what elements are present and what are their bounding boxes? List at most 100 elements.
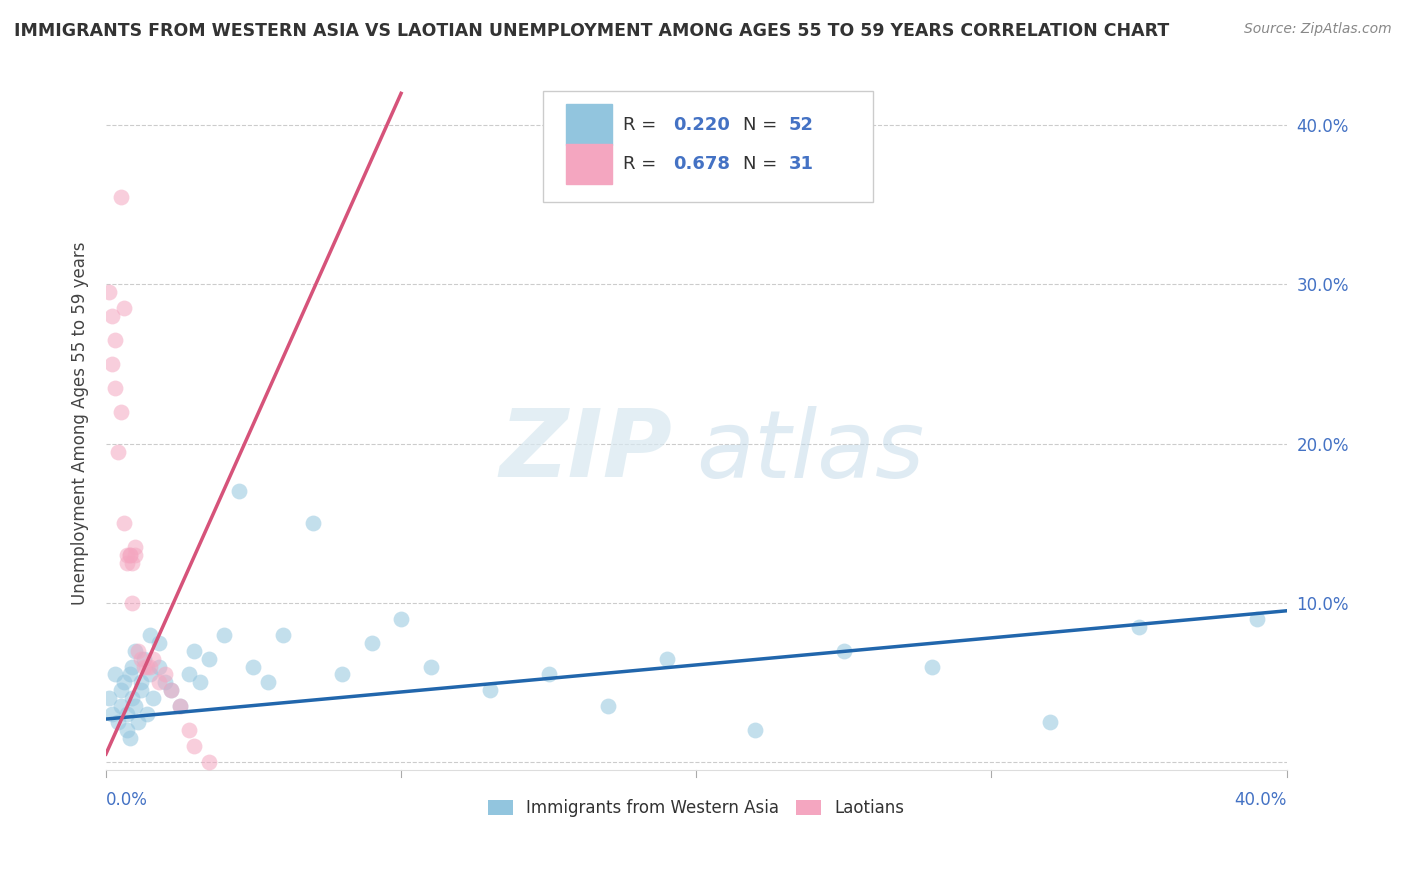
Text: 0.0%: 0.0% (105, 791, 148, 809)
Text: atlas: atlas (696, 406, 925, 497)
Text: 0.678: 0.678 (672, 155, 730, 173)
Point (127, 643, 149, 657)
Point (190, 675, 212, 690)
Point (104, 333, 127, 347)
Point (110, 683, 132, 698)
Point (115, 556, 138, 570)
Legend: Immigrants from Western Asia, Laotians: Immigrants from Western Asia, Laotians (481, 793, 911, 824)
Point (744, 723, 766, 738)
Point (198, 755, 221, 769)
Point (110, 190, 132, 204)
Point (115, 548, 138, 562)
Point (97, 285, 120, 300)
Point (139, 667, 162, 681)
Point (121, 596, 143, 610)
Point (101, 357, 124, 371)
Point (177, 723, 200, 738)
Point (228, 484, 250, 499)
Point (142, 651, 165, 665)
Text: 0.220: 0.220 (672, 116, 730, 134)
Point (97, 691, 120, 706)
Point (134, 651, 156, 665)
Point (131, 683, 153, 698)
Point (330, 667, 353, 681)
Y-axis label: Unemployment Among Ages 55 to 59 years: Unemployment Among Ages 55 to 59 years (72, 242, 89, 606)
Point (160, 683, 183, 698)
Point (131, 675, 153, 690)
Point (389, 612, 412, 626)
Text: ZIP: ZIP (499, 406, 672, 498)
Point (136, 659, 159, 673)
Text: N =: N = (744, 116, 783, 134)
Point (110, 405, 132, 419)
Text: 52: 52 (789, 116, 813, 134)
Point (596, 699, 619, 714)
Text: IMMIGRANTS FROM WESTERN ASIA VS LAOTIAN UNEMPLOYMENT AMONG AGES 55 TO 59 YEARS C: IMMIGRANTS FROM WESTERN ASIA VS LAOTIAN … (14, 22, 1170, 40)
Text: R =: R = (623, 116, 662, 134)
Point (121, 556, 143, 570)
Point (655, 651, 678, 665)
FancyBboxPatch shape (543, 91, 873, 202)
Point (104, 667, 127, 681)
Point (183, 643, 205, 657)
Point (124, 699, 146, 714)
Point (301, 516, 323, 531)
Point (198, 651, 221, 665)
Point (478, 683, 501, 698)
Point (112, 516, 135, 531)
Point (148, 675, 170, 690)
Point (169, 699, 191, 714)
Point (360, 635, 382, 649)
Point (118, 548, 141, 562)
FancyBboxPatch shape (567, 144, 613, 185)
Point (177, 667, 200, 681)
Point (419, 659, 441, 673)
FancyBboxPatch shape (567, 104, 613, 145)
Point (271, 628, 294, 642)
Point (112, 675, 135, 690)
Point (136, 707, 159, 722)
Point (257, 675, 280, 690)
Point (148, 659, 170, 673)
Point (134, 659, 156, 673)
Point (921, 659, 943, 673)
Text: Source: ZipAtlas.com: Source: ZipAtlas.com (1244, 22, 1392, 37)
Point (183, 739, 205, 753)
Point (1246, 612, 1268, 626)
Point (107, 715, 129, 730)
Point (131, 651, 153, 665)
Point (1039, 715, 1062, 730)
Point (142, 691, 165, 706)
Point (107, 444, 129, 458)
Point (1128, 620, 1150, 634)
Point (110, 699, 132, 714)
Point (118, 548, 141, 562)
Point (832, 643, 855, 657)
Point (115, 723, 138, 738)
Point (124, 643, 146, 657)
Point (121, 659, 143, 673)
Point (118, 731, 141, 746)
Point (148, 635, 170, 649)
Point (112, 301, 135, 316)
Point (101, 310, 124, 324)
Point (104, 381, 127, 395)
Point (124, 540, 146, 554)
Text: 40.0%: 40.0% (1234, 791, 1286, 809)
Point (101, 707, 124, 722)
Text: R =: R = (623, 155, 662, 173)
Point (127, 715, 149, 730)
Point (242, 659, 264, 673)
Point (118, 667, 141, 681)
Point (115, 707, 138, 722)
Point (153, 667, 176, 681)
Point (212, 628, 235, 642)
Text: 31: 31 (789, 155, 813, 173)
Point (121, 691, 143, 706)
Point (153, 675, 176, 690)
Point (169, 699, 191, 714)
Point (124, 548, 146, 562)
Point (537, 667, 560, 681)
Text: N =: N = (744, 155, 783, 173)
Point (139, 659, 162, 673)
